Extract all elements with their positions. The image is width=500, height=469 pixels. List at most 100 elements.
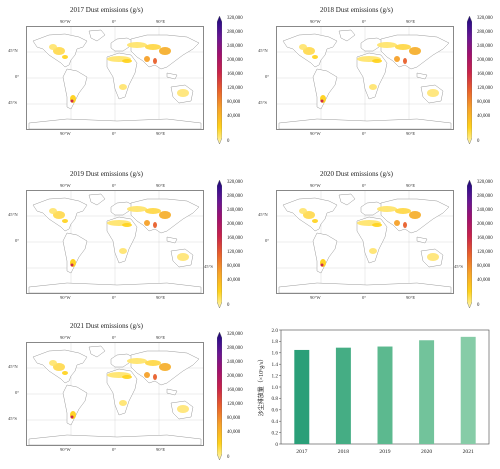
colorbar-label: 40,000 — [477, 278, 491, 283]
lon-tick-top: 0° — [112, 19, 117, 24]
colorbar-label: 240,000 — [227, 44, 243, 49]
bar-chart-svg: 0 0.2 0.4 0.6 0.8 1.0 1.2 1.4 1.6 1.8 2.0 2017 2018… — [257, 328, 490, 455]
colorbar-label: 160,000 — [227, 388, 243, 393]
map-title: 2020 Dust emissions (g/s) — [320, 170, 393, 178]
world-map — [26, 342, 204, 446]
lon-tick-bottom: 90°E — [156, 131, 166, 136]
lat-tick-left: 45°N — [258, 48, 268, 53]
bar-2020 — [419, 340, 435, 444]
lon-tick-bottom: 90°E — [156, 447, 166, 452]
colorbar-label: 120,000 — [477, 86, 493, 91]
lon-tick-bottom: 90°E — [406, 295, 416, 300]
lon-tick-top: 0° — [112, 335, 117, 340]
map-panel-2017: 2017 Dust emissions (g/s) 90°W 0° 90°E 4… — [4, 6, 243, 146]
colorbar-label: 240,000 — [477, 44, 493, 49]
colorbar-label: 120,000 — [227, 86, 243, 91]
lat-tick-right: 45°S — [454, 264, 463, 269]
lon-tick-top: 0° — [112, 183, 117, 188]
colorbar-label: 200,000 — [227, 58, 243, 63]
colorbar-label: 240,000 — [477, 208, 493, 213]
lon-tick-bottom: 90°E — [406, 131, 416, 136]
lat-tick-left: 0° — [265, 238, 270, 243]
y-tick-label: 2.0 — [272, 328, 279, 334]
lat-tick-left: 45°S — [8, 416, 17, 421]
colorbar-label: 120,000 — [227, 250, 243, 255]
lat-tick-left: 0° — [15, 74, 20, 79]
lon-tick-bottom: 90°E — [156, 295, 166, 300]
map-panel-2020: 2020 Dust emissions (g/s) 90°W 0° 90°E 4… — [254, 170, 493, 310]
colorbar-label: 0 — [227, 139, 230, 144]
lon-tick-bottom: 90°W — [60, 131, 71, 136]
lon-tick-bottom: 90°W — [310, 295, 321, 300]
y-axis-label: 沙尘排放量（×10⁶g/s） — [257, 356, 265, 416]
lon-tick-bottom: 90°W — [60, 447, 71, 452]
lon-tick-top: 90°W — [60, 183, 71, 188]
colorbar-label: 0 — [477, 139, 480, 144]
lon-tick-bottom: 0° — [112, 447, 117, 452]
colorbar-label: 0 — [227, 303, 230, 308]
colorbar — [217, 180, 222, 308]
colorbar-label: 40,000 — [227, 114, 241, 119]
lon-tick-top: 90°E — [406, 183, 416, 188]
y-tick-label: 0.2 — [272, 430, 279, 436]
y-tick-label: 1.6 — [272, 351, 279, 357]
colorbar-label: 200,000 — [227, 374, 243, 379]
colorbar-label: 80,000 — [477, 100, 491, 105]
colorbar-label: 160,000 — [477, 72, 493, 77]
colorbar — [217, 332, 222, 460]
lon-tick-top: 90°E — [156, 183, 166, 188]
map-panel-2018: 2018 Dust emissions (g/s) 90°W 0° 90°E 4… — [254, 6, 493, 146]
map-title: 2018 Dust emissions (g/s) — [320, 6, 393, 14]
bar-2018 — [335, 347, 351, 444]
colorbar — [217, 16, 222, 144]
lat-tick-left: 0° — [15, 390, 20, 395]
colorbar-label: 40,000 — [227, 430, 241, 435]
bar-2019 — [377, 346, 393, 444]
colorbar-label: 80,000 — [227, 264, 241, 269]
colorbar-label: 40,000 — [227, 278, 241, 283]
colorbar-label: 0 — [477, 303, 480, 308]
map-title: 2017 Dust emissions (g/s) — [70, 6, 143, 14]
y-tick-label: 1.0 — [272, 385, 279, 391]
dust-emission-bar-chart: 0 0.2 0.4 0.6 0.8 1.0 1.2 1.4 1.6 1.8 2.0 2017 2018… — [255, 322, 497, 464]
y-tick-label: 0.6 — [272, 408, 279, 414]
colorbar-label: 80,000 — [227, 100, 241, 105]
lat-tick-left: 0° — [265, 74, 270, 79]
x-tick-label: 2021 — [463, 449, 474, 455]
colorbar-label: 160,000 — [227, 72, 243, 77]
lat-tick-left: 45°N — [8, 48, 18, 53]
bar-2021 — [460, 336, 476, 444]
world-map — [26, 26, 204, 130]
lon-tick-top: 0° — [362, 183, 367, 188]
x-tick-label: 2017 — [296, 449, 307, 455]
colorbar-label: 120,000 — [227, 402, 243, 407]
colorbar-label: 280,000 — [477, 194, 493, 199]
lat-tick-left: 45°N — [8, 212, 18, 217]
colorbar-label: 80,000 — [227, 416, 241, 421]
lat-tick-left: 45°N — [8, 364, 18, 369]
colorbar-label: 200,000 — [477, 58, 493, 63]
colorbar-label: 240,000 — [227, 208, 243, 213]
lon-tick-bottom: 90°W — [310, 131, 321, 136]
colorbar-label: 320,000 — [227, 332, 243, 337]
bar-2017 — [294, 349, 310, 444]
colorbar-label: 240,000 — [227, 360, 243, 365]
lon-tick-bottom: 0° — [362, 295, 367, 300]
map-panel-2021: 2021 Dust emissions (g/s) 90°W 0° 90°E 4… — [4, 322, 243, 462]
lat-tick-left: 0° — [15, 238, 20, 243]
colorbar-label: 280,000 — [227, 30, 243, 35]
colorbar-label: 320,000 — [477, 16, 493, 21]
lon-tick-top: 90°W — [310, 19, 321, 24]
lon-tick-top: 90°W — [310, 183, 321, 188]
map-panel-2019: 2019 Dust emissions (g/s) 90°W 0° 90°E 4… — [4, 170, 243, 310]
y-tick-label: 1.2 — [272, 373, 279, 379]
world-map — [276, 190, 454, 294]
x-tick-label: 2019 — [379, 449, 390, 455]
colorbar-label: 40,000 — [477, 114, 491, 119]
colorbar-label: 320,000 — [227, 16, 243, 21]
colorbar-label: 0 — [227, 455, 230, 460]
x-tick-label: 2020 — [421, 449, 432, 455]
y-tick-label: 0 — [275, 442, 278, 448]
lon-tick-top: 90°E — [156, 19, 166, 24]
y-tick-label: 0.8 — [272, 396, 279, 402]
